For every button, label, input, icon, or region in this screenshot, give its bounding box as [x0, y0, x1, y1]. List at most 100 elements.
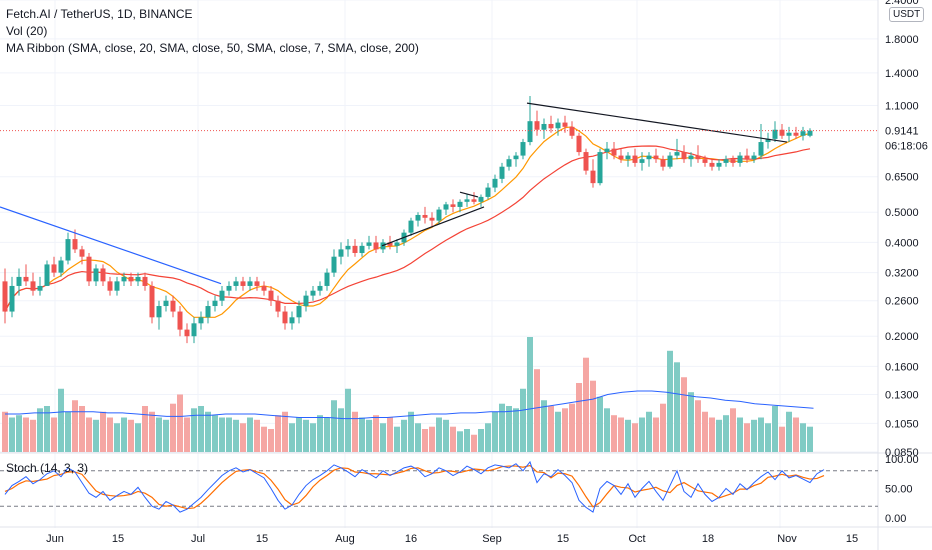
- candle-body[interactable]: [569, 126, 575, 136]
- candle-body[interactable]: [758, 142, 764, 156]
- candle-body[interactable]: [366, 242, 372, 246]
- candle-body[interactable]: [660, 159, 666, 167]
- candle-body[interactable]: [345, 245, 351, 250]
- candle-body[interactable]: [240, 281, 246, 286]
- candle-body[interactable]: [212, 300, 218, 307]
- candle-body[interactable]: [485, 187, 491, 197]
- candle-body[interactable]: [555, 122, 561, 129]
- candle-body[interactable]: [534, 121, 540, 130]
- candle-body[interactable]: [653, 155, 659, 160]
- trendline-blue[interactable]: [0, 206, 222, 285]
- candle-body[interactable]: [590, 170, 596, 184]
- candle-body[interactable]: [674, 152, 680, 156]
- candle-body[interactable]: [492, 178, 498, 188]
- candle-body[interactable]: [79, 249, 85, 257]
- trendline-resistance[interactable]: [526, 102, 788, 143]
- candle-body[interactable]: [156, 306, 162, 318]
- candle-body[interactable]: [800, 131, 806, 136]
- candle-body[interactable]: [44, 264, 50, 286]
- ma-ribbon-indicator-label[interactable]: MA Ribbon (SMA, close, 20, SMA, close, 5…: [6, 41, 419, 55]
- candle-body[interactable]: [730, 159, 736, 163]
- candle-body[interactable]: [387, 242, 393, 246]
- candle-body[interactable]: [163, 300, 169, 307]
- candle-body[interactable]: [702, 159, 708, 163]
- candle-body[interactable]: [541, 123, 547, 130]
- candle-body[interactable]: [261, 285, 267, 291]
- candle-body[interactable]: [219, 290, 225, 301]
- candle-body[interactable]: [688, 155, 694, 160]
- candle-body[interactable]: [2, 281, 8, 312]
- candle-body[interactable]: [737, 155, 743, 163]
- candle-body[interactable]: [296, 306, 302, 318]
- candle-body[interactable]: [625, 155, 631, 160]
- candle-body[interactable]: [51, 264, 57, 273]
- candle-body[interactable]: [65, 239, 71, 261]
- candle-body[interactable]: [170, 300, 176, 312]
- candle-body[interactable]: [9, 285, 15, 312]
- candle-body[interactable]: [471, 199, 477, 202]
- candle-body[interactable]: [37, 285, 43, 291]
- candle-body[interactable]: [135, 276, 141, 282]
- stoch-indicator-label[interactable]: Stoch (14, 3, 3): [6, 461, 89, 475]
- candle-body[interactable]: [765, 138, 771, 143]
- candle-body[interactable]: [205, 306, 211, 318]
- symbol-title[interactable]: Fetch.AI / TetherUS, 1D, BINANCE: [6, 7, 193, 21]
- candle-body[interactable]: [268, 290, 274, 301]
- candle-body[interactable]: [16, 276, 22, 286]
- candle-body[interactable]: [352, 245, 358, 253]
- candle-body[interactable]: [499, 166, 505, 179]
- candle-body[interactable]: [100, 268, 106, 282]
- candle-body[interactable]: [338, 249, 344, 257]
- candle-body[interactable]: [317, 285, 323, 291]
- candle-body[interactable]: [667, 155, 673, 167]
- candle-body[interactable]: [744, 155, 750, 160]
- candle-body[interactable]: [359, 245, 365, 253]
- candle-body[interactable]: [632, 155, 638, 163]
- candle-body[interactable]: [233, 281, 239, 286]
- candle-body[interactable]: [72, 239, 78, 250]
- candle-body[interactable]: [786, 132, 792, 136]
- candle-body[interactable]: [562, 122, 568, 127]
- candle-body[interactable]: [30, 281, 36, 291]
- candle-body[interactable]: [527, 121, 533, 143]
- candle-body[interactable]: [58, 260, 64, 273]
- candle-body[interactable]: [611, 148, 617, 156]
- candle-body[interactable]: [548, 123, 554, 129]
- candle-body[interactable]: [597, 152, 603, 184]
- candle-body[interactable]: [198, 317, 204, 324]
- candle-body[interactable]: [464, 199, 470, 202]
- candle-body[interactable]: [723, 159, 729, 163]
- candle-body[interactable]: [450, 204, 456, 207]
- candle-body[interactable]: [394, 242, 400, 246]
- trendline-short[interactable]: [459, 191, 479, 198]
- candle-body[interactable]: [184, 329, 190, 337]
- candle-body[interactable]: [142, 276, 148, 286]
- candle-body[interactable]: [310, 290, 316, 296]
- candle-body[interactable]: [128, 276, 134, 282]
- candle-body[interactable]: [576, 135, 582, 153]
- candle-body[interactable]: [583, 152, 589, 171]
- currency-badge[interactable]: USDT: [889, 7, 925, 22]
- candle-body[interactable]: [331, 256, 337, 273]
- candle-body[interactable]: [107, 281, 113, 291]
- candle-body[interactable]: [443, 204, 449, 210]
- last-price-tag[interactable]: 0.9141: [885, 126, 919, 138]
- candle-body[interactable]: [478, 196, 484, 202]
- candle-body[interactable]: [303, 295, 309, 307]
- candle-body[interactable]: [422, 214, 428, 218]
- candle-body[interactable]: [177, 311, 183, 330]
- candle-body[interactable]: [23, 276, 29, 282]
- candle-body[interactable]: [793, 132, 799, 136]
- candle-body[interactable]: [779, 129, 785, 136]
- candle-body[interactable]: [513, 155, 519, 160]
- candle-body[interactable]: [604, 148, 610, 153]
- candle-body[interactable]: [506, 159, 512, 167]
- candle-body[interactable]: [520, 142, 526, 156]
- candle-body[interactable]: [436, 209, 442, 221]
- candle-body[interactable]: [114, 281, 120, 291]
- candle-body[interactable]: [618, 155, 624, 160]
- candle-body[interactable]: [226, 285, 232, 291]
- candle-body[interactable]: [275, 300, 281, 312]
